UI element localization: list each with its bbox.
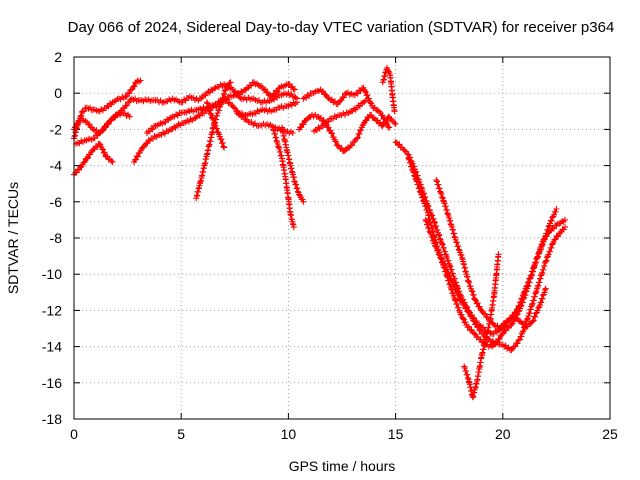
series-sat-h xyxy=(203,99,228,151)
y-axis-label: SDTVAR / TECUs xyxy=(5,182,21,294)
chart-title: Day 066 of 2024, Sidereal Day-to-day VTE… xyxy=(68,19,615,36)
series-sat-a xyxy=(71,77,144,142)
series-markers xyxy=(300,84,393,131)
series-sat-k xyxy=(279,124,307,205)
y-tick-label: -10 xyxy=(42,266,62,282)
series-markers xyxy=(233,99,300,119)
series-markers xyxy=(71,77,144,142)
series-sat-t xyxy=(433,177,549,332)
series-sat-n xyxy=(311,97,369,135)
series-sat-o xyxy=(379,64,398,115)
series-sat-f xyxy=(143,95,296,137)
y-tick-label: -14 xyxy=(42,339,62,355)
series-markers xyxy=(73,110,133,147)
series-sat-m xyxy=(296,111,399,155)
plot-frame xyxy=(73,56,611,420)
y-tick-label: 2 xyxy=(54,49,62,65)
series-sat-i xyxy=(233,99,300,119)
series-markers xyxy=(433,177,549,332)
series-sat-d xyxy=(73,110,133,147)
series-sat-s xyxy=(461,251,502,401)
series-markers xyxy=(296,111,399,155)
y-tick-label: -2 xyxy=(50,121,63,137)
series-sat-l xyxy=(300,84,393,131)
y-tick-label: -12 xyxy=(42,302,62,318)
x-tick-label: 15 xyxy=(388,426,404,442)
y-tick-label: -8 xyxy=(50,230,63,246)
series-markers xyxy=(203,99,228,151)
series-sat-j xyxy=(270,126,297,231)
y-tick-label: -18 xyxy=(42,411,62,427)
series-markers xyxy=(71,140,116,178)
series-markers xyxy=(379,64,398,115)
y-tick-label: -4 xyxy=(50,158,63,174)
series-markers xyxy=(461,251,502,401)
series-sat-g xyxy=(193,79,234,202)
series-sat-c xyxy=(71,140,116,178)
y-tick-label: -6 xyxy=(50,194,63,210)
x-tick-label: 5 xyxy=(177,426,185,442)
series-markers xyxy=(143,95,296,137)
series-markers xyxy=(270,126,297,231)
x-axis-label: GPS time / hours xyxy=(289,458,396,474)
data-series xyxy=(71,64,568,401)
x-tick-label: 10 xyxy=(281,426,297,442)
y-tick-label: 0 xyxy=(54,85,62,101)
x-tick-label: 25 xyxy=(602,426,618,442)
series-markers xyxy=(279,124,307,205)
x-tick-label: 20 xyxy=(495,426,511,442)
series-markers xyxy=(193,79,234,202)
y-tick-label: -16 xyxy=(42,375,62,391)
grid xyxy=(74,57,610,419)
x-tick-label: 0 xyxy=(70,426,78,442)
series-markers xyxy=(311,97,369,135)
